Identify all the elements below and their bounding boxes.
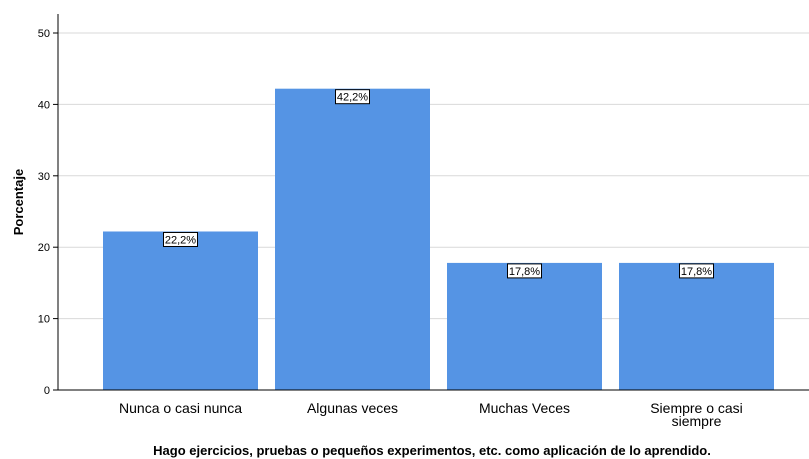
y-tick-label: 20 <box>38 242 50 254</box>
y-tick-label: 10 <box>38 314 50 326</box>
y-tick-label: 50 <box>38 28 50 40</box>
data-label: 22,2% <box>165 234 196 246</box>
data-label: 17,8% <box>509 266 540 278</box>
x-category-label: Algunas veces <box>307 400 398 416</box>
data-label-box <box>507 263 542 279</box>
bars <box>103 88 774 390</box>
y-tick-label: 40 <box>38 99 50 111</box>
data-label: 17,8% <box>681 266 712 278</box>
axes <box>57 14 809 391</box>
bar <box>619 262 774 390</box>
data-label-box <box>163 231 198 247</box>
bar <box>275 88 430 390</box>
y-tick-label: 30 <box>38 171 50 183</box>
data-label-box <box>679 263 714 279</box>
bar <box>447 262 602 390</box>
x-category-label: Siempre o casi siempre <box>650 400 743 429</box>
y-tick-label: 0 <box>44 385 50 397</box>
x-axis-title: Hago ejercicios, pruebas o pequeños expe… <box>153 443 711 458</box>
data-labels: 22,2% 42,2% 17,8% 17,8% <box>163 89 714 279</box>
data-label: 42,2% <box>337 92 368 104</box>
bar <box>103 231 258 390</box>
x-category-label: Muchas Veces <box>479 400 570 416</box>
data-label-box <box>335 89 370 105</box>
y-tick-labels: 0 10 20 30 40 50 <box>38 28 58 397</box>
y-axis-title: Porcentaje <box>11 169 26 235</box>
x-category-label: Nunca o casi nunca <box>119 400 242 416</box>
x-category-labels: Nunca o casi nunca Algunas veces Muchas Ve… <box>119 400 743 429</box>
